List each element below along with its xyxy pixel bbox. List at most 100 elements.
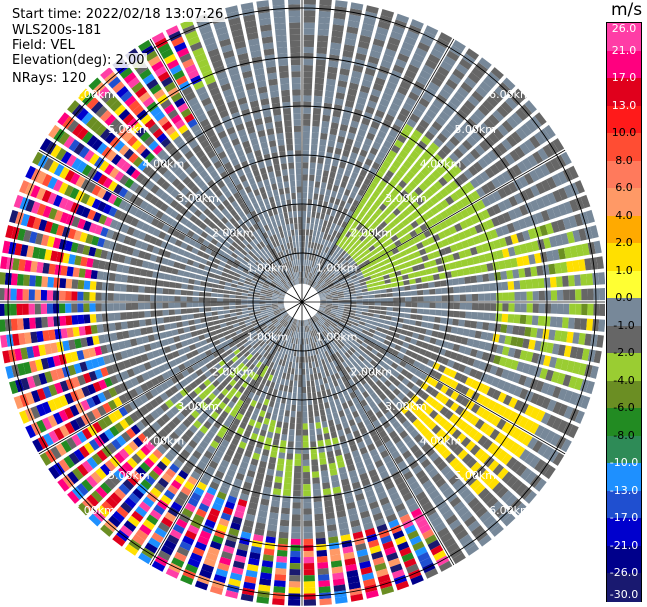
range-gate [291,324,295,331]
range-gate [187,497,199,508]
range-gate [313,242,318,250]
range-gate [393,574,407,585]
range-gate [288,435,295,442]
range-gate [302,380,306,388]
range-gate [191,233,200,241]
range-gate [281,312,288,317]
range-gate [314,513,324,521]
range-gate [415,277,422,284]
range-gate [363,177,372,186]
range-gate [231,457,241,467]
range-gate [550,433,562,447]
range-gate [102,355,111,365]
range-gate [319,304,326,307]
range-gate [65,303,72,313]
range-gate [193,465,204,476]
range-gate [346,280,353,285]
range-gate [303,502,312,509]
range-gate [311,336,315,344]
range-gate [361,269,369,275]
range-gate [363,366,371,374]
range-gate [317,334,322,341]
range-gate [310,317,315,324]
range-gate [319,458,327,466]
range-gate [530,184,541,197]
range-gate [554,330,562,342]
range-gate [180,340,189,347]
range-gate [139,188,149,199]
range-gate [216,212,225,220]
range-gate [305,235,309,242]
range-gate [23,361,32,375]
range-gate [340,347,347,354]
range-gate [335,141,344,150]
range-gate [322,377,328,385]
range-gate [336,287,343,291]
range-gate [339,200,346,208]
range-gate [284,335,289,342]
range-gate [399,80,412,91]
range-gate [323,267,329,274]
range-gate [32,151,44,166]
range-gate [240,593,254,602]
range-gate [472,359,481,369]
range-gate [425,209,434,219]
range-gate [258,396,265,404]
range-gate [506,116,519,129]
range-gate [322,114,331,122]
range-gate [271,302,278,304]
range-gate [236,426,245,435]
range-gate [153,161,164,172]
range-gate [428,281,435,288]
range-gate [302,235,306,242]
range-gate [332,379,339,387]
range-gate [203,557,216,568]
range-gate [475,85,488,98]
range-gate [427,53,441,65]
range-gate [342,361,349,368]
range-gate [398,291,406,297]
range-gate [344,202,352,210]
range-gate [152,228,161,237]
range-gate [423,261,431,269]
range-gate [165,378,175,388]
range-gate [361,352,368,359]
range-gate [233,259,241,266]
range-gate [293,337,297,344]
range-gate [122,330,130,339]
range-gate [266,468,275,476]
range-gate [176,223,185,232]
range-gate [328,381,335,389]
range-gate [568,165,579,180]
range-gate [587,303,594,316]
range-gate [216,220,225,229]
range-gate [515,464,528,477]
range-gate [140,327,148,336]
range-gate [524,100,537,114]
range-gate [367,100,377,109]
range-gate [421,501,434,512]
range-gate [422,315,429,322]
range-gate [543,316,551,327]
range-gate [337,291,344,295]
range-gate [199,194,208,203]
range-gate [311,211,316,218]
range-gate [287,316,292,323]
range-gate [229,489,239,499]
range-gate [487,442,498,454]
range-gate [390,406,399,415]
range-gate [229,302,236,306]
range-gate [53,397,63,410]
range-gate [574,393,585,407]
range-gate [10,303,17,316]
range-gate [367,495,377,504]
range-gate [41,417,53,431]
range-gate [324,438,332,446]
range-gate [406,424,416,434]
range-gate [465,303,473,310]
range-gate [530,392,540,405]
range-gate [38,372,48,385]
range-gate [587,349,596,363]
range-gate [481,183,491,195]
range-gate [303,599,317,606]
